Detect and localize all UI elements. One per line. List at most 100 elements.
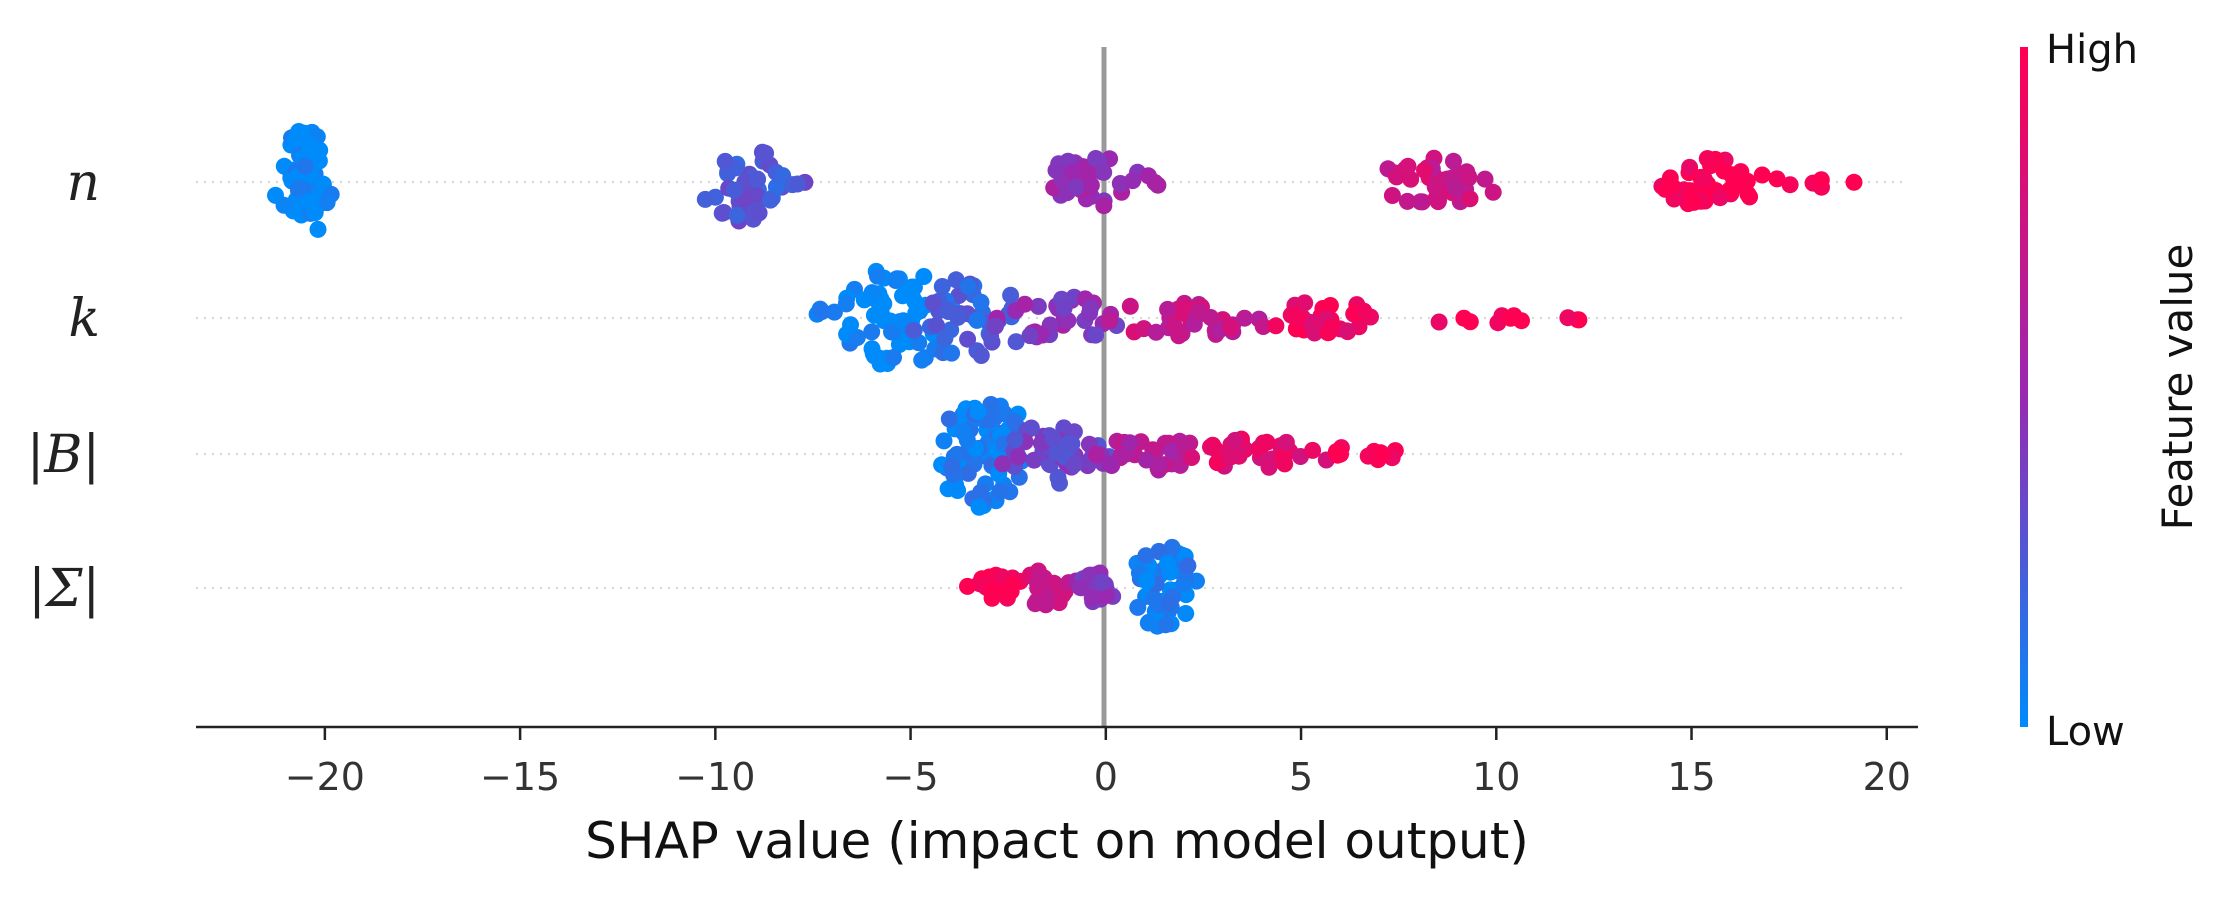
shap-point — [1399, 157, 1417, 175]
shap-point — [1121, 434, 1139, 452]
shap-point — [1149, 176, 1167, 194]
shap-point — [1009, 448, 1027, 466]
shap-point — [1711, 189, 1729, 207]
shap-point — [1031, 568, 1049, 586]
shap-point — [1093, 573, 1111, 591]
shap-point — [716, 152, 734, 170]
shap-point — [959, 277, 977, 295]
shap-point — [1007, 333, 1025, 351]
shap-point — [1398, 192, 1416, 210]
x-tick-label-0: −20 — [285, 755, 365, 799]
shap-point — [1139, 614, 1157, 632]
shap-point — [1559, 309, 1577, 327]
shap-point — [1460, 169, 1478, 187]
shap-point — [1137, 547, 1155, 565]
shap-point — [924, 294, 942, 312]
shap-point — [894, 287, 911, 305]
x-axis-title: SHAP value (impact on model output) — [585, 812, 1529, 870]
shap-point — [1183, 449, 1201, 466]
shap-point — [943, 458, 961, 476]
shap-point — [813, 303, 831, 320]
shap-point — [888, 270, 906, 288]
shap-point — [991, 483, 1009, 501]
shap-point — [1338, 322, 1356, 340]
x-tick-label-2: −10 — [675, 755, 755, 799]
shap-point — [761, 191, 779, 209]
shap-point — [837, 295, 855, 313]
shap-point — [1101, 312, 1119, 330]
feature-labels: n k |B| |Σ| — [27, 153, 100, 619]
shap-point — [1065, 456, 1083, 474]
shap-point — [848, 329, 866, 346]
shap-point — [1739, 185, 1757, 203]
shap-point — [1179, 557, 1197, 575]
feature-label-0: n — [67, 153, 101, 213]
shap-point — [869, 267, 886, 285]
shap-point — [1812, 171, 1830, 189]
shap-point — [959, 577, 976, 595]
shap-point — [1087, 150, 1105, 167]
shap-point — [1699, 150, 1717, 168]
shap-point — [865, 306, 883, 324]
shap-point — [1004, 576, 1021, 594]
shap-point — [968, 311, 986, 329]
shap-point — [1063, 163, 1081, 181]
shap-point — [905, 321, 922, 339]
x-tick-label-8: 20 — [1863, 755, 1911, 799]
shap-point — [983, 589, 1001, 607]
shap-point — [913, 351, 931, 369]
shap-point — [1373, 446, 1391, 464]
shap-point — [1222, 319, 1240, 337]
shap-point — [1006, 413, 1024, 431]
shap-point — [1426, 178, 1444, 196]
shap-point — [855, 291, 873, 309]
shap-point — [1204, 436, 1222, 454]
shap-point — [1163, 538, 1181, 556]
shap-point — [1063, 435, 1081, 453]
shap-point — [1461, 190, 1479, 208]
shap-point — [728, 206, 746, 224]
shap-point — [1097, 586, 1115, 604]
shap-point — [1044, 430, 1062, 448]
shap-point — [1138, 572, 1156, 590]
colorbar: High Low Feature value — [2020, 27, 2202, 755]
shap-point — [757, 144, 775, 162]
shap-point — [1037, 593, 1055, 611]
shap-point — [863, 340, 881, 358]
shap-point — [1165, 317, 1183, 335]
shap-point — [1781, 176, 1799, 194]
shap-point — [1222, 448, 1240, 466]
shap-point — [940, 410, 958, 428]
x-tick-label-1: −15 — [480, 755, 560, 799]
shap-point — [1446, 179, 1464, 197]
shap-point — [1430, 313, 1448, 331]
shap-point — [1083, 589, 1101, 607]
shap-point — [1476, 170, 1494, 188]
shap-point — [306, 204, 324, 222]
shap-point — [863, 323, 881, 341]
shap-point — [1016, 295, 1034, 313]
x-tick-label-6: 10 — [1472, 755, 1520, 799]
shap-point — [1388, 168, 1406, 186]
shap-point — [1276, 455, 1294, 473]
shap-point — [715, 204, 733, 221]
shap-point — [970, 498, 988, 516]
x-tick-label-5: 5 — [1289, 755, 1313, 799]
feature-label-3: |Σ| — [28, 559, 100, 619]
shap-point — [1047, 161, 1065, 179]
shap-point — [1260, 458, 1278, 476]
shap-point — [994, 455, 1012, 473]
shap-point — [1048, 444, 1066, 462]
shap-point — [1355, 302, 1373, 320]
x-ticks: −20 −15 −10 −5 0 5 10 15 20 — [285, 727, 1911, 799]
colorbar-low-label: Low — [2046, 709, 2125, 755]
shap-point — [1445, 152, 1462, 170]
shap-point — [1254, 318, 1272, 335]
shap-point — [1095, 197, 1113, 215]
shap-point — [1505, 307, 1523, 325]
shap-point — [1029, 297, 1047, 315]
shap-point — [696, 190, 714, 208]
shap-point — [1147, 323, 1165, 341]
shap-point — [1159, 300, 1177, 318]
